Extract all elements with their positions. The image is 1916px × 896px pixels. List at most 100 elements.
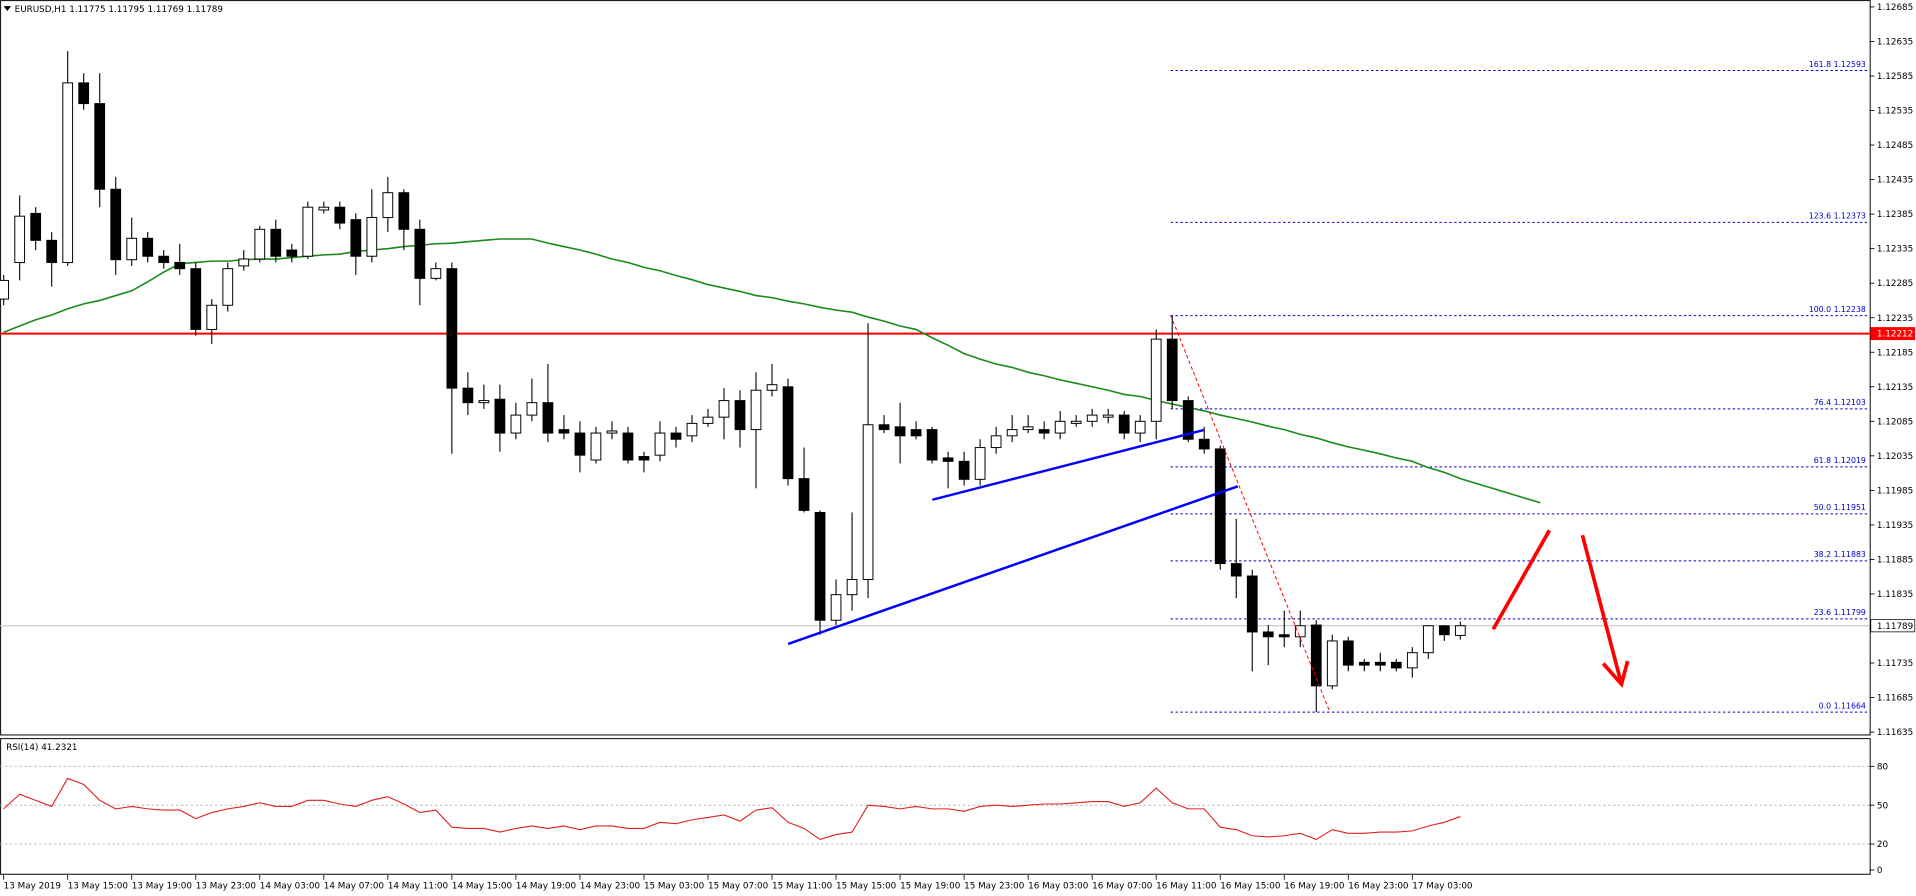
candle-body [1118,414,1130,434]
fib-label: 50.0 1.11951 [1814,503,1866,512]
candle-body [1038,429,1050,434]
x-tick-label: 15 May 07:00 [708,881,768,891]
candle-body [62,82,74,263]
y-tick-label: 1.12185 [1877,348,1913,358]
candle-body [430,268,442,279]
open-value: 1.11775 [69,5,105,15]
x-tick-label: 16 May 19:00 [1284,881,1344,891]
fib-ratio: 161.8 [1809,60,1831,69]
candle-body [414,228,426,279]
x-tick-label: 13 May 19:00 [132,881,192,891]
candle-body [302,206,314,257]
candle-body [14,215,26,263]
candle-body [638,456,650,461]
candle-body [110,188,122,261]
candle-body [478,400,490,404]
y-tick-label: 1.11735 [1877,659,1913,669]
candle-body [1246,575,1258,633]
candle-body [1278,634,1290,638]
fib-price: 1.11799 [1834,608,1866,617]
candle-body [606,430,618,434]
arrow-head [1601,660,1630,689]
x-tick-label: 16 May 11:00 [1156,881,1216,891]
candle-body [1198,438,1210,450]
candle-body [1134,420,1146,434]
candle-body [446,268,458,389]
x-tick-label: 16 May 07:00 [1092,881,1152,891]
rsi-panel-frame [0,738,1871,875]
candle-body [942,457,954,462]
fib-ratio: 61.8 [1814,456,1831,465]
candle-body [174,261,186,270]
y-tick-label: 1.11635 [1877,728,1913,738]
price-box [1870,327,1916,341]
fib-price: 1.11664 [1834,701,1866,710]
fib-price: 1.12593 [1834,60,1866,69]
candle-body [286,249,298,257]
x-tick-label: 16 May 03:00 [1028,881,1088,891]
candle-body [30,212,42,241]
candle-body [1262,631,1274,638]
y-tick-label: 1.12085 [1877,417,1913,427]
candle-body [894,426,906,437]
candle-body [622,432,634,461]
fib-price: 1.12238 [1834,305,1866,314]
arrow-up [1491,529,1552,631]
fib-label: 0.0 1.11664 [1819,701,1866,710]
candle-body [222,268,234,306]
candle-body [558,429,570,434]
candle-body [734,400,746,431]
frames [0,0,1871,875]
candle-body [1214,448,1226,565]
candle-body [510,414,522,434]
candle-body [0,279,10,300]
x-tick-label: 15 May 11:00 [772,881,832,891]
candle-body [1182,400,1194,440]
candle-body [526,402,538,416]
x-tick-label: 14 May 03:00 [260,881,320,891]
candle-body [254,228,266,260]
rsi-name: RSI(14) [6,743,38,753]
rsi-line [3,777,1461,841]
candle-body [814,511,826,621]
candle-body [862,424,874,580]
y-tick-label: 1.12535 [1877,107,1913,117]
y-tick-label: 1.12485 [1877,141,1913,151]
fib-label: 61.8 1.12019 [1814,456,1866,465]
candle-body [766,384,778,391]
x-tick-label: 14 May 11:00 [388,881,448,891]
fib-ratio: 76.4 [1814,398,1831,407]
y-tick-label: 1.12335 [1877,245,1913,255]
x-tick-label: 15 May 23:00 [964,881,1024,891]
y-tick-label: 1.11935 [1877,521,1913,531]
y-tick-label: 20 [1877,840,1888,850]
marks-layer [0,51,1541,841]
y-tick-label: 50 [1877,801,1888,811]
candle-body [46,239,58,263]
candle-body [830,594,842,621]
y-tick-label: 1.12135 [1877,383,1913,393]
candle-body [686,422,698,437]
x-tick-label: 14 May 23:00 [580,881,640,891]
y-tick-label: 1.11685 [1877,694,1913,704]
candle-body [158,255,170,263]
back-layer: 1.12685 1.12635 1.12585 1.12535 1.12485 1.124… [0,3,1916,891]
price-box [1870,619,1916,633]
candle-body [494,398,506,434]
low-value: 1.11769 [148,5,184,15]
candle-body [270,228,282,257]
arrow-down [1580,534,1624,685]
fib-baseline [1170,315,1330,712]
candle-body [782,386,794,480]
x-tick-label: 13 May 23:00 [196,881,256,891]
y-tick-label: 80 [1877,762,1888,772]
candle-body [990,435,1002,449]
candle-body [206,304,218,330]
y-tick-label: 1.12635 [1877,37,1913,47]
candle-body [958,460,970,480]
candle-body [1230,563,1242,577]
fib-price: 1.12019 [1834,456,1866,465]
candle-body [1374,661,1386,666]
fib-label: 100.0 1.12238 [1809,305,1866,314]
